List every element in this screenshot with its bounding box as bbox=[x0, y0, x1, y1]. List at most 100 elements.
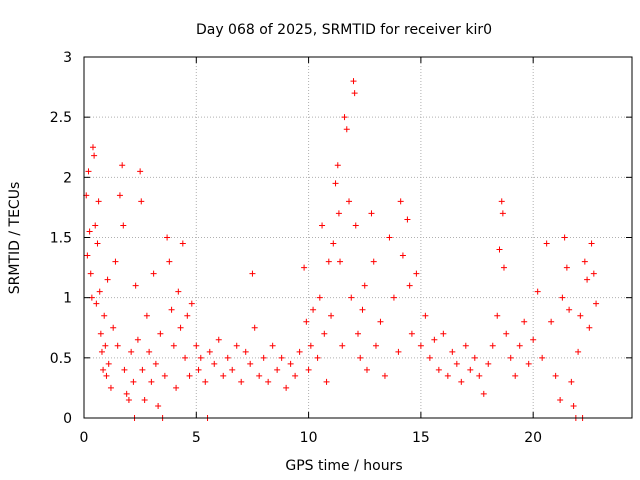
y-tick-label: 1.5 bbox=[50, 231, 72, 247]
data-point bbox=[395, 348, 402, 355]
data-point bbox=[148, 378, 155, 385]
data-point bbox=[103, 372, 110, 379]
data-point bbox=[323, 378, 330, 385]
data-point bbox=[561, 234, 568, 241]
data-point bbox=[458, 378, 465, 385]
data-point bbox=[552, 372, 559, 379]
data-point bbox=[422, 312, 429, 319]
data-point bbox=[499, 210, 506, 217]
y-tick-label: 3 bbox=[63, 50, 72, 66]
data-point bbox=[97, 330, 104, 337]
data-point bbox=[85, 168, 92, 175]
data-point bbox=[155, 402, 162, 409]
data-point bbox=[314, 354, 321, 361]
data-point bbox=[577, 312, 584, 319]
data-point bbox=[269, 342, 276, 349]
data-point bbox=[238, 378, 245, 385]
data-point bbox=[96, 288, 103, 295]
data-point bbox=[287, 360, 294, 367]
data-point bbox=[168, 306, 175, 313]
data-point bbox=[581, 258, 588, 265]
data-point bbox=[406, 282, 413, 289]
data-point bbox=[334, 162, 341, 169]
data-point bbox=[449, 348, 456, 355]
x-tick-label: 10 bbox=[300, 430, 318, 446]
data-point bbox=[215, 336, 222, 343]
data-point bbox=[480, 390, 487, 397]
data-point bbox=[496, 246, 503, 253]
data-point bbox=[157, 330, 164, 337]
data-point bbox=[503, 330, 510, 337]
data-point bbox=[186, 372, 193, 379]
data-point bbox=[211, 360, 218, 367]
data-point bbox=[335, 210, 342, 217]
data-point bbox=[134, 336, 141, 343]
data-point bbox=[296, 348, 303, 355]
data-point bbox=[330, 240, 337, 247]
data-point bbox=[175, 288, 182, 295]
data-point bbox=[348, 294, 355, 301]
data-point bbox=[525, 360, 532, 367]
data-point bbox=[89, 144, 96, 151]
data-point bbox=[350, 78, 357, 85]
data-point bbox=[251, 324, 258, 331]
data-point bbox=[343, 126, 350, 133]
data-point bbox=[139, 366, 146, 373]
data-point bbox=[408, 330, 415, 337]
data-point bbox=[170, 342, 177, 349]
data-point bbox=[283, 384, 290, 391]
data-point bbox=[105, 360, 112, 367]
data-point bbox=[161, 372, 168, 379]
data-point bbox=[566, 306, 573, 313]
data-point bbox=[390, 294, 397, 301]
data-point bbox=[274, 366, 281, 373]
y-tick-label: 0 bbox=[63, 411, 72, 427]
data-point bbox=[195, 366, 202, 373]
x-tick-label: 20 bbox=[524, 430, 542, 446]
data-point bbox=[224, 354, 231, 361]
x-tick-label: 0 bbox=[80, 430, 89, 446]
data-point bbox=[557, 396, 564, 403]
data-point bbox=[426, 354, 433, 361]
x-tick-label: 5 bbox=[192, 430, 201, 446]
data-point bbox=[588, 240, 595, 247]
y-axis-title: SRMTID / TECUs bbox=[7, 182, 23, 295]
data-point bbox=[494, 312, 501, 319]
data-point bbox=[462, 342, 469, 349]
chart-title: Day 068 of 2025, SRMTID for receiver kir… bbox=[196, 22, 492, 38]
data-point bbox=[310, 306, 317, 313]
data-point bbox=[498, 198, 505, 205]
axis-ticks: 0 0.5 1 1.5 2 2.5 3 0 5 10 15 20 bbox=[50, 50, 632, 446]
data-point bbox=[182, 354, 189, 361]
data-point bbox=[305, 366, 312, 373]
data-point bbox=[242, 348, 249, 355]
data-point bbox=[173, 384, 180, 391]
data-point bbox=[352, 222, 359, 229]
data-point bbox=[543, 240, 550, 247]
data-point bbox=[202, 378, 209, 385]
data-point bbox=[435, 366, 442, 373]
data-point bbox=[590, 270, 597, 277]
data-point bbox=[260, 354, 267, 361]
data-point bbox=[363, 366, 370, 373]
data-point bbox=[332, 180, 339, 187]
data-point bbox=[249, 270, 256, 277]
data-point bbox=[233, 342, 240, 349]
y-tick-label: 0.5 bbox=[50, 351, 72, 367]
data-point bbox=[256, 372, 263, 379]
data-point bbox=[141, 396, 148, 403]
data-point bbox=[116, 192, 123, 199]
data-point bbox=[471, 354, 478, 361]
data-point bbox=[123, 390, 130, 397]
data-point bbox=[575, 348, 582, 355]
data-point bbox=[325, 258, 332, 265]
data-point bbox=[386, 234, 393, 241]
data-point bbox=[100, 366, 107, 373]
data-point bbox=[184, 312, 191, 319]
data-point bbox=[114, 342, 121, 349]
data-point bbox=[355, 330, 361, 337]
data-point bbox=[559, 294, 566, 301]
data-point bbox=[138, 198, 145, 205]
data-point bbox=[128, 348, 135, 355]
